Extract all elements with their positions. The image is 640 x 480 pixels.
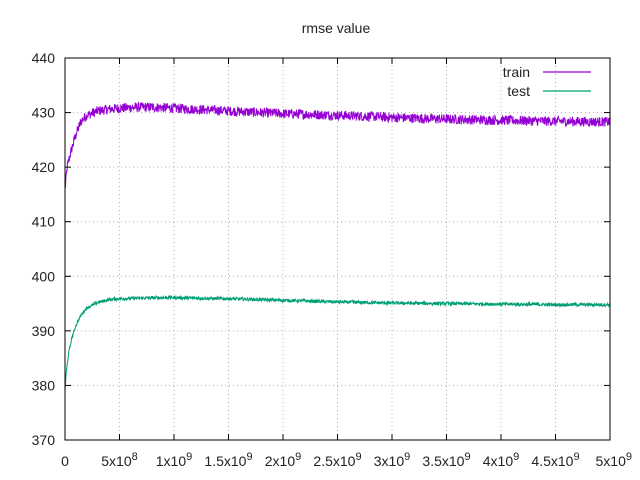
x-tick-exponent: 9 <box>246 451 252 463</box>
x-tick-mantissa: 3x10 <box>374 453 405 469</box>
x-tick-exponent: 9 <box>626 451 632 463</box>
x-tick-exponent: 9 <box>404 451 410 463</box>
y-tick-label: 370 <box>32 432 56 448</box>
x-tick-mantissa: 1.5x10 <box>204 453 246 469</box>
x-tick-mantissa: 5x10 <box>596 453 627 469</box>
series-line-test <box>64 294 611 392</box>
x-tick-mantissa: 2x10 <box>265 453 296 469</box>
y-tick-label: 410 <box>32 214 56 230</box>
chart-title: rmse value <box>302 20 371 36</box>
x-tick-mantissa: 1x10 <box>156 453 187 469</box>
x-tick-label: 2x109 <box>265 451 301 469</box>
x-tick-exponent: 8 <box>132 451 138 463</box>
x-tick-mantissa: 2.5x10 <box>313 453 355 469</box>
x-tick-label: 0 <box>61 453 69 469</box>
x-tick-label: 1x109 <box>156 451 192 469</box>
x-tick-label: 3.5x109 <box>422 451 470 469</box>
x-tick-label: 4.5x109 <box>531 451 579 469</box>
legend-label-train: train <box>503 64 530 80</box>
x-tick-exponent: 9 <box>573 451 579 463</box>
x-tick-exponent: 9 <box>513 451 519 463</box>
x-tick-label: 5x108 <box>101 451 137 469</box>
x-tick-mantissa: 0 <box>61 453 69 469</box>
x-tick-mantissa: 3.5x10 <box>422 453 464 469</box>
legend: train test <box>503 64 591 99</box>
x-tick-mantissa: 4.5x10 <box>531 453 573 469</box>
y-tick-label: 380 <box>32 377 56 393</box>
x-tick-exponent: 9 <box>295 451 301 463</box>
x-tick-exponent: 9 <box>355 451 361 463</box>
x-tick-label: 3x109 <box>374 451 410 469</box>
series-line-train <box>64 101 611 189</box>
x-tick-exponent: 9 <box>464 451 470 463</box>
y-tick-label: 430 <box>32 105 56 121</box>
y-tick-label: 440 <box>32 50 56 66</box>
x-tick-label: 4x109 <box>483 451 519 469</box>
x-tick-label: 5x109 <box>596 451 632 469</box>
x-tick-mantissa: 5x10 <box>101 453 132 469</box>
legend-label-test: test <box>507 83 530 99</box>
series-lines <box>64 101 611 392</box>
y-tick-label: 420 <box>32 159 56 175</box>
x-tick-exponent: 9 <box>186 451 192 463</box>
y-tick-label: 400 <box>32 268 56 284</box>
y-tick-label: 390 <box>32 323 56 339</box>
x-tick-mantissa: 4x10 <box>483 453 514 469</box>
x-tick-label: 2.5x109 <box>313 451 361 469</box>
x-tick-label: 1.5x109 <box>204 451 252 469</box>
